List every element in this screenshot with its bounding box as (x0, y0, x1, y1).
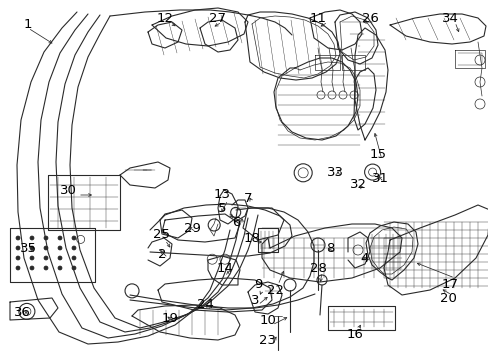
Text: 28: 28 (309, 261, 326, 274)
Text: 17: 17 (441, 279, 458, 292)
Circle shape (30, 256, 34, 260)
Text: 13: 13 (213, 189, 230, 202)
Circle shape (58, 266, 62, 270)
Text: 16: 16 (346, 328, 363, 342)
Text: 2: 2 (158, 248, 166, 261)
Circle shape (72, 266, 76, 270)
Circle shape (44, 246, 48, 250)
Text: 20: 20 (439, 292, 455, 305)
Circle shape (58, 256, 62, 260)
Text: 14: 14 (216, 261, 233, 274)
Circle shape (72, 236, 76, 240)
Text: 1: 1 (24, 18, 32, 31)
Text: 12: 12 (156, 12, 173, 24)
Circle shape (44, 266, 48, 270)
Text: 24: 24 (196, 298, 213, 311)
Text: 26: 26 (361, 12, 378, 24)
Text: 5: 5 (217, 202, 226, 215)
Circle shape (72, 256, 76, 260)
Text: 33: 33 (326, 166, 343, 179)
Text: 34: 34 (441, 12, 458, 24)
Circle shape (44, 256, 48, 260)
Text: 23: 23 (259, 333, 276, 346)
Text: 30: 30 (60, 184, 76, 197)
Text: 15: 15 (369, 148, 386, 162)
Circle shape (58, 236, 62, 240)
Text: 4: 4 (360, 252, 368, 265)
Circle shape (72, 246, 76, 250)
Text: 8: 8 (325, 242, 333, 255)
Text: 3: 3 (250, 293, 259, 306)
Text: 6: 6 (231, 216, 240, 229)
Circle shape (16, 266, 20, 270)
Circle shape (16, 246, 20, 250)
Text: 36: 36 (14, 306, 30, 319)
Text: 25: 25 (153, 229, 170, 242)
Text: 22: 22 (266, 284, 283, 297)
Text: 18: 18 (243, 231, 260, 244)
Text: 7: 7 (243, 192, 252, 204)
Circle shape (30, 266, 34, 270)
Circle shape (58, 246, 62, 250)
Text: 31: 31 (371, 171, 387, 184)
Circle shape (16, 256, 20, 260)
Text: 29: 29 (183, 221, 200, 234)
Text: 9: 9 (253, 279, 262, 292)
Text: 19: 19 (161, 311, 178, 324)
Circle shape (16, 236, 20, 240)
Circle shape (30, 236, 34, 240)
Text: 27: 27 (209, 12, 226, 24)
Text: 35: 35 (20, 242, 37, 255)
Text: 10: 10 (259, 314, 276, 327)
Circle shape (30, 246, 34, 250)
Text: 11: 11 (309, 12, 326, 24)
Circle shape (44, 236, 48, 240)
Text: 32: 32 (349, 179, 366, 192)
